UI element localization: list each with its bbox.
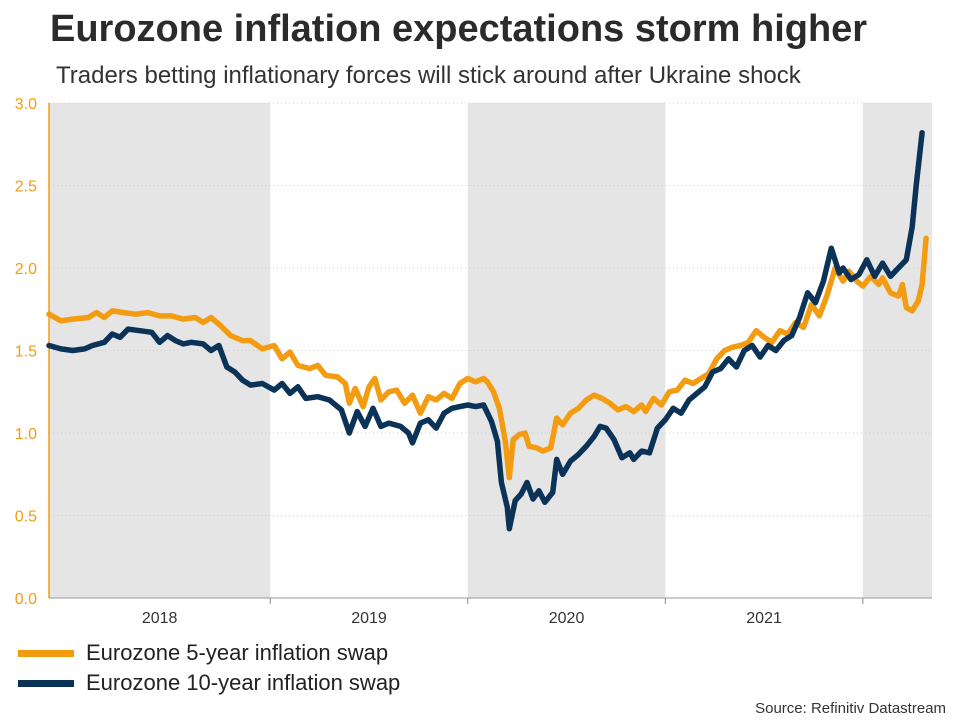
y-tick-label: 3.0 [15, 96, 37, 113]
y-tick-label: 0.5 [15, 509, 37, 526]
y-tick-label: 1.0 [15, 426, 37, 443]
series-lines [46, 129, 929, 532]
legend-swatch-10y [18, 679, 74, 687]
axes: 0.0 0.5 1.0 1.5 2.0 2.5 3.0 2018 2019 2020 2021 [15, 96, 932, 627]
legend: Eurozone 5-year inflation swap Eurozone … [18, 638, 400, 698]
legend-swatch-5y [18, 649, 74, 657]
legend-label-10y: Eurozone 10-year inflation swap [86, 670, 401, 695]
legend-label-5y: Eurozone 5-year inflation swap [86, 640, 389, 665]
y-tick-label: 2.5 [15, 179, 37, 196]
y-tick-label: 2.0 [15, 261, 37, 278]
x-tick-label-2021: 2021 [746, 610, 782, 627]
x-tick-label-2019: 2019 [351, 610, 387, 627]
series-line-10y [46, 129, 925, 532]
y-tick-label: 1.5 [15, 344, 37, 361]
legend-item-5y: Eurozone 5-year inflation swap [18, 638, 400, 668]
source-note: Source: Refinitiv Datastream [755, 700, 946, 717]
shaded-period-1 [467, 103, 666, 598]
series-line-5y [46, 235, 929, 481]
y-tick-label: 0.0 [15, 591, 37, 608]
x-tick-label-2018: 2018 [142, 610, 178, 627]
chart-subtitle: Traders betting inflationary forces will… [56, 62, 801, 89]
x-tick-label-2020: 2020 [549, 610, 585, 627]
chart-title: Eurozone inflation expectations storm hi… [50, 8, 868, 50]
legend-item-10y: Eurozone 10-year inflation swap [18, 668, 400, 698]
